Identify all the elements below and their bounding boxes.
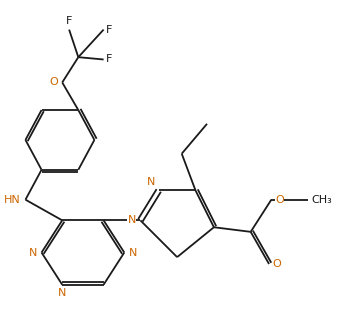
Text: N: N bbox=[128, 215, 136, 225]
Text: F: F bbox=[106, 55, 112, 65]
Text: F: F bbox=[106, 25, 112, 35]
Text: N: N bbox=[129, 247, 137, 257]
Text: F: F bbox=[66, 16, 72, 26]
Text: CH₃: CH₃ bbox=[312, 195, 332, 205]
Text: HN: HN bbox=[4, 195, 21, 205]
Text: N: N bbox=[58, 288, 66, 298]
Text: O: O bbox=[273, 259, 281, 269]
Text: O: O bbox=[275, 195, 284, 205]
Text: N: N bbox=[147, 177, 155, 187]
Text: N: N bbox=[29, 247, 37, 257]
Text: O: O bbox=[49, 77, 58, 87]
